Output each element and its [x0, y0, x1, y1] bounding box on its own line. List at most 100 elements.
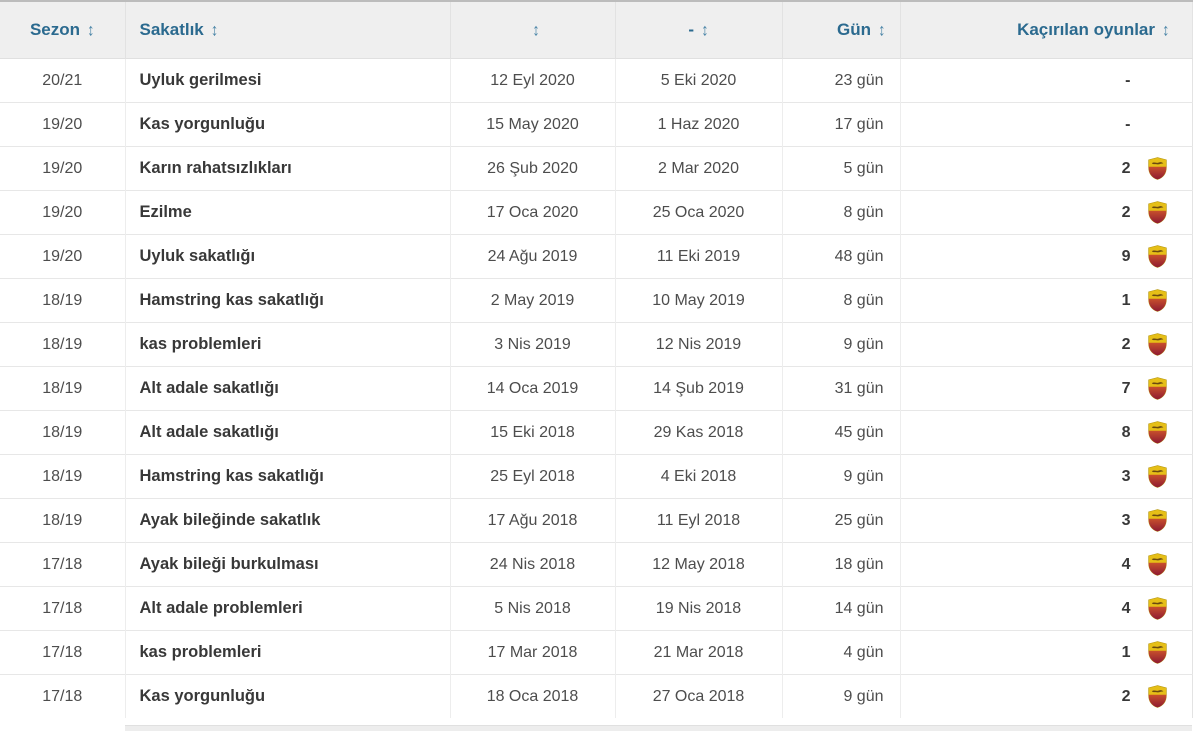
club-crest-icon[interactable] [1148, 553, 1168, 577]
missed-games-cell: - [899, 102, 1192, 147]
season-cell: 19/20 [0, 190, 125, 235]
season-cell: 19/20 [0, 234, 125, 279]
table-header-row: Sezon ↕ Sakatlık ↕ ↕ - ↕ Gün ↕ Kaçırılan oyu… [0, 1, 1192, 59]
from-date-cell: 12 Eyl 2020 [449, 58, 615, 103]
missed-games-value: 2 [1121, 159, 1131, 177]
days-cell: 8 gün [781, 190, 900, 235]
column-header-from-date[interactable]: ↕ [449, 1, 615, 59]
season-cell: 20/21 [0, 58, 125, 103]
missed-games-value: 9 [1121, 247, 1131, 265]
until-date-cell: 12 Nis 2019 [614, 322, 782, 367]
injury-cell: Uyluk gerilmesi [124, 58, 450, 103]
from-date-cell: 15 Eki 2018 [449, 410, 615, 455]
from-date-cell: 14 Oca 2019 [449, 366, 615, 411]
column-label: Kaçırılan oyunlar [1017, 20, 1155, 39]
injury-cell: Ayak bileğinde sakatlık [124, 498, 450, 543]
until-date-cell: 11 Eki 2019 [614, 234, 782, 279]
season-cell: 17/18 [0, 586, 125, 631]
column-label: Sakatlık [139, 20, 204, 39]
table-row: 18/19 Hamstring kas sakatlığı 25 Eyl 201… [0, 454, 1192, 499]
missed-games-cell: 2 [899, 322, 1192, 367]
sort-icon[interactable]: ↕ [532, 20, 540, 41]
table-row: 19/20 Uyluk sakatlığı 24 Ağu 2019 11 Eki… [0, 234, 1192, 279]
column-label: - [688, 20, 695, 39]
from-date-cell: 2 May 2019 [449, 278, 615, 323]
from-date-cell: 24 Nis 2018 [449, 542, 615, 587]
season-cell: 19/20 [0, 146, 125, 191]
club-crest-icon [1148, 113, 1168, 137]
from-date-cell: 17 Mar 2018 [449, 630, 615, 675]
injury-cell: Kas yorgunluğu [124, 102, 450, 147]
club-crest-icon[interactable] [1148, 465, 1168, 489]
season-cell: 18/19 [0, 410, 125, 455]
club-crest-icon[interactable] [1148, 421, 1168, 445]
club-crest-icon[interactable] [1148, 641, 1168, 665]
sort-icon[interactable]: ↕ [210, 20, 219, 41]
from-date-cell: 3 Nis 2019 [449, 322, 615, 367]
missed-games-cell: 1 [899, 278, 1192, 323]
table-row: 18/19 Alt adale sakatlığı 15 Eki 2018 29… [0, 410, 1192, 455]
days-cell: 8 gün [781, 278, 900, 323]
table-row: 17/18 Ayak bileği burkulması 24 Nis 2018… [0, 542, 1192, 587]
missed-games-cell: 2 [899, 146, 1192, 191]
missed-games-cell: - [899, 58, 1192, 103]
from-date-cell: 17 Oca 2020 [449, 190, 615, 235]
column-header-days[interactable]: Gün ↕ [781, 1, 900, 59]
club-crest-icon[interactable] [1148, 289, 1168, 313]
season-cell: 18/19 [0, 454, 125, 499]
next-section-edge [125, 725, 1192, 731]
club-crest-icon[interactable] [1148, 597, 1168, 621]
table-row: 17/18 Kas yorgunluğu 18 Oca 2018 27 Oca … [0, 674, 1192, 718]
club-crest-icon[interactable] [1148, 377, 1168, 401]
sort-icon[interactable]: ↕ [87, 20, 95, 41]
club-crest-icon [1148, 69, 1168, 93]
days-cell: 14 gün [781, 586, 900, 631]
club-crest-icon[interactable] [1148, 333, 1168, 357]
sort-icon[interactable]: ↕ [1162, 20, 1170, 41]
missed-games-value: 2 [1121, 335, 1131, 353]
season-cell: 18/19 [0, 278, 125, 323]
injury-cell: Hamstring kas sakatlığı [124, 454, 450, 499]
season-cell: 19/20 [0, 102, 125, 147]
table-row: 17/18 Alt adale problemleri 5 Nis 2018 1… [0, 586, 1192, 631]
days-cell: 4 gün [781, 630, 900, 675]
days-cell: 9 gün [781, 322, 900, 367]
from-date-cell: 18 Oca 2018 [449, 674, 615, 718]
from-date-cell: 26 Şub 2020 [449, 146, 615, 191]
column-header-until-date[interactable]: - ↕ [614, 1, 782, 59]
injury-cell: Ezilme [124, 190, 450, 235]
table-row: 19/20 Ezilme 17 Oca 2020 25 Oca 2020 8 g… [0, 190, 1192, 235]
column-header-season[interactable]: Sezon ↕ [0, 1, 125, 59]
days-cell: 31 gün [781, 366, 900, 411]
days-cell: 17 gün [781, 102, 900, 147]
until-date-cell: 1 Haz 2020 [614, 102, 782, 147]
from-date-cell: 17 Ağu 2018 [449, 498, 615, 543]
season-cell: 17/18 [0, 630, 125, 675]
table-row: 18/19 Hamstring kas sakatlığı 2 May 2019… [0, 278, 1192, 323]
column-header-missed-games[interactable]: Kaçırılan oyunlar ↕ [899, 1, 1192, 59]
club-crest-icon[interactable] [1148, 157, 1168, 181]
club-crest-icon[interactable] [1148, 685, 1168, 709]
missed-games-value: 7 [1121, 379, 1131, 397]
season-cell: 17/18 [0, 674, 125, 718]
club-crest-icon[interactable] [1148, 245, 1168, 269]
until-date-cell: 11 Eyl 2018 [614, 498, 782, 543]
days-cell: 48 gün [781, 234, 900, 279]
column-label: Gün [837, 20, 871, 39]
missed-games-value: 4 [1121, 555, 1131, 573]
missed-games-cell: 4 [899, 586, 1192, 631]
club-crest-icon[interactable] [1148, 201, 1168, 225]
column-header-injury[interactable]: Sakatlık ↕ [124, 1, 450, 59]
from-date-cell: 24 Ağu 2019 [449, 234, 615, 279]
table-row: 19/20 Kas yorgunluğu 15 May 2020 1 Haz 2… [0, 102, 1192, 147]
injury-cell: Hamstring kas sakatlığı [124, 278, 450, 323]
table-row: 18/19 Ayak bileğinde sakatlık 17 Ağu 201… [0, 498, 1192, 543]
club-crest-icon[interactable] [1148, 509, 1168, 533]
sort-icon[interactable]: ↕ [701, 20, 709, 41]
sort-icon[interactable]: ↕ [878, 20, 886, 41]
injury-cell: Alt adale sakatlığı [124, 410, 450, 455]
missed-games-value: 4 [1121, 599, 1131, 617]
missed-games-cell: 1 [899, 630, 1192, 675]
missed-games-cell: 3 [899, 454, 1192, 499]
